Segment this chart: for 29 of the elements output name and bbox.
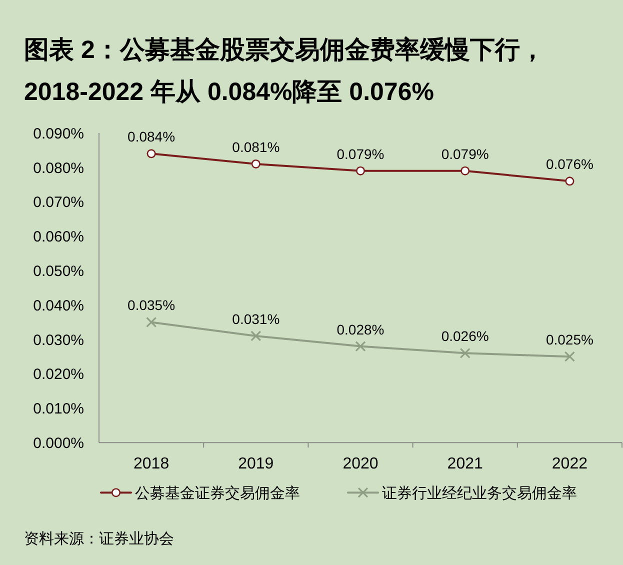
data-label: 0.084% — [128, 128, 176, 145]
legend-label: 公募基金证券交易佣金率 — [135, 485, 300, 502]
xtick-label: 2020 — [342, 455, 378, 472]
annotation: 资料来源：证券业协会 — [24, 530, 174, 548]
ytick-label: 0.020% — [33, 366, 84, 384]
ytick-label: 0.050% — [33, 263, 84, 280]
data-label: 0.079% — [336, 146, 384, 162]
xtick-label: 2019 — [238, 455, 274, 472]
legend-label: 证券行业经纪业务交易佣金率 — [382, 485, 577, 502]
xtick-label: 2022 — [552, 455, 588, 472]
data-label: 0.076% — [546, 156, 594, 172]
data-label: 0.031% — [232, 311, 280, 327]
data-label: 0.026% — [441, 328, 489, 344]
xtick-label: 2018 — [134, 455, 170, 472]
ytick-label: 0.090% — [33, 125, 84, 142]
data-label: 0.079% — [441, 146, 489, 162]
data-label: 0.028% — [336, 321, 384, 338]
ytick-label: 0.030% — [33, 332, 84, 349]
data-label: 0.025% — [546, 332, 594, 348]
xtick-label: 2021 — [447, 455, 483, 472]
ytick-label: 0.010% — [33, 400, 84, 418]
ytick-label: 0.070% — [33, 194, 84, 212]
ytick-label: 0.000% — [33, 435, 84, 452]
data-label: 0.081% — [232, 139, 280, 155]
data-label: 0.035% — [128, 297, 176, 314]
title: 图表 2：公募基金股票交易佣金费率缓慢下行，2018-2022 年从 0.084%降至 0.076% — [24, 35, 546, 108]
ytick-label: 0.080% — [33, 160, 84, 177]
ytick-label: 0.040% — [33, 297, 84, 314]
ytick-label: 0.060% — [33, 228, 84, 246]
